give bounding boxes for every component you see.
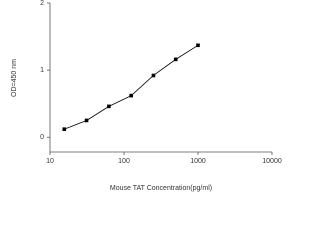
- data-point: [107, 104, 111, 109]
- y-tick-label: 0: [40, 134, 44, 141]
- x-axis-label: Mouse TAT Concentration(pg/ml): [110, 185, 212, 192]
- data-point: [62, 127, 67, 131]
- x-tick-label: 1000: [190, 158, 206, 165]
- chart: Mouse TAT Concentration(pg/ml) OD=450 nm…: [11, 0, 282, 192]
- data-point: [196, 43, 200, 48]
- data-point: [173, 57, 178, 62]
- data-point: [129, 93, 133, 98]
- x-tick-label: 10000: [262, 158, 282, 165]
- y-axis-label: OD=450 nm: [11, 59, 18, 97]
- x-tick-label: 100: [118, 158, 130, 165]
- x-tick-label: 10: [46, 158, 54, 165]
- y-tick-label: 1: [40, 67, 44, 74]
- series-line: [64, 44, 199, 130]
- data-point: [151, 73, 156, 78]
- y-tick-label: 2: [40, 0, 44, 7]
- data-point: [84, 118, 89, 123]
